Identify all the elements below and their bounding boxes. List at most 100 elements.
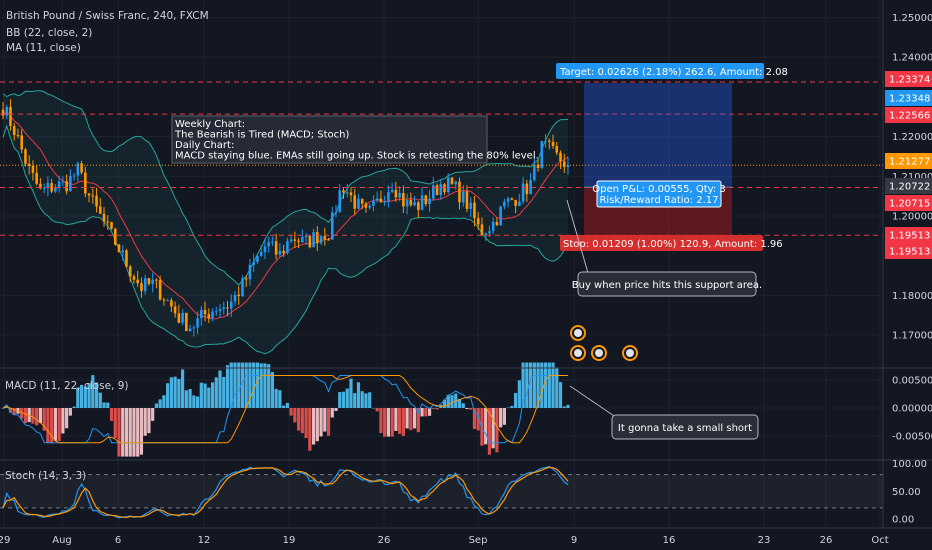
price-axis[interactable]: 1.25000 1.24000 1.22000 1.21000 1.20000 1.180… <box>885 13 932 526</box>
candle-body <box>379 198 383 203</box>
price-pane[interactable]: Target: 0.02626 (2.18%) 262.6, Amount: 2… <box>0 63 883 361</box>
candle-body <box>91 195 95 197</box>
price-tick-label: 1.17000 <box>892 331 932 342</box>
buy-callout-text: Buy when price hits this support area. <box>572 280 762 291</box>
candle-body <box>143 278 147 291</box>
macd-histogram-bar <box>270 372 275 408</box>
price-tag <box>885 243 932 259</box>
x-tick-label: Sep <box>469 535 488 546</box>
pnl-label: Open P&L: 0.00555, Qty: 3 <box>592 184 725 195</box>
candle-body <box>286 241 289 254</box>
candle-body <box>297 240 300 243</box>
signal-line <box>2 375 568 444</box>
macd-histogram-bar <box>431 408 435 409</box>
candle-body <box>327 239 330 241</box>
x-tick-label: 29 <box>0 535 10 546</box>
macd-histogram-bar <box>207 387 211 408</box>
candle-body <box>237 294 241 297</box>
macd-histogram-bar <box>27 408 31 423</box>
target-zone[interactable] <box>584 83 732 188</box>
macd-histogram-bar <box>233 362 237 408</box>
candle-body <box>551 141 555 147</box>
candle-body <box>345 192 349 194</box>
pnl-box <box>596 180 722 208</box>
macd-histogram-bar <box>222 376 226 408</box>
macd-histogram-bar <box>248 362 252 408</box>
candle-body <box>267 242 270 247</box>
candle-body <box>454 181 458 185</box>
macd-histogram-bar <box>293 408 297 423</box>
macd-histogram-bar <box>38 408 43 424</box>
x-tick-label: 9 <box>571 535 577 546</box>
macd-histogram-bar <box>551 362 555 408</box>
candle-body <box>50 183 53 192</box>
macd-histogram-bar <box>8 408 13 413</box>
candle-body <box>390 189 394 193</box>
stoch-tick-label: 0.00 <box>892 515 914 526</box>
macd-histogram-bar <box>450 395 454 408</box>
candle-body <box>540 141 544 169</box>
price-tag <box>885 71 932 87</box>
flag-icon <box>574 329 582 337</box>
macd-histogram-bar <box>53 408 57 441</box>
stoch-pane[interactable] <box>0 465 883 519</box>
macd-histogram-bar <box>341 391 346 408</box>
candle-body <box>424 195 428 205</box>
candle-body <box>102 213 106 222</box>
macd-histogram-bar <box>210 382 215 408</box>
candle-body <box>263 246 267 253</box>
macd-histogram-bar <box>435 408 439 410</box>
candle-body <box>383 201 386 203</box>
macd-histogram-bar <box>412 408 417 429</box>
macd-pane[interactable]: It gonna take a small short <box>1 362 759 457</box>
candle-body <box>282 250 285 254</box>
macd-histogram-bar <box>255 362 260 408</box>
candle-body <box>394 189 398 198</box>
macd-histogram-bar <box>139 408 144 455</box>
candle-body <box>417 202 420 210</box>
candle-body <box>76 163 80 176</box>
candle-body <box>46 183 50 189</box>
macd-histogram-bar <box>304 408 308 439</box>
macd-histogram-bar <box>143 408 147 436</box>
target-label: Target: 0.02626 (2.18%) 262.6, Amount: 2… <box>559 67 788 78</box>
macd-histogram-bar <box>476 408 480 431</box>
time-axis[interactable]: 29 Aug 6 12 19 26 Sep 9 16 23 26 Oct <box>0 535 889 546</box>
candle-body <box>233 294 237 302</box>
macd-histogram-bar <box>192 395 196 408</box>
buy-callout-box[interactable] <box>577 271 757 297</box>
short-callout-box[interactable] <box>611 414 759 440</box>
macd-histogram-bar <box>57 408 61 442</box>
candle-body <box>503 201 506 207</box>
candle-body <box>177 313 181 323</box>
price-tag-label: 1.19513 <box>889 231 930 242</box>
candle-body <box>514 199 517 206</box>
candle-body <box>402 192 405 207</box>
macd-histogram-bar <box>199 382 203 408</box>
macd-histogram-bar <box>267 364 271 408</box>
x-tick-label: 6 <box>115 535 121 546</box>
candle-body <box>555 146 559 153</box>
note-box[interactable] <box>171 115 488 164</box>
macd-histogram-bar <box>252 362 256 408</box>
candle-body <box>256 255 259 262</box>
macd-histogram-bar <box>263 363 267 408</box>
macd-histogram-bar <box>169 377 173 408</box>
candle-body <box>170 300 173 307</box>
macd-histogram-bar <box>203 383 207 408</box>
candle-body <box>499 206 502 226</box>
candle-body <box>446 177 450 193</box>
macd-histogram-bar <box>50 408 54 444</box>
price-tag-label: 1.21277 <box>889 157 930 168</box>
candle-body <box>506 198 510 202</box>
candle-body <box>357 198 360 209</box>
candle-body <box>229 301 233 309</box>
macd-histogram-bar <box>502 408 506 425</box>
macd-histogram-bar <box>46 408 50 444</box>
price-tick-label: 1.22000 <box>892 132 932 143</box>
price-tag-label: 1.19513 <box>889 247 930 258</box>
symbol-title: British Pound / Swiss Franc, 240, FXCM <box>6 10 209 22</box>
macd-histogram-bar <box>345 388 349 408</box>
